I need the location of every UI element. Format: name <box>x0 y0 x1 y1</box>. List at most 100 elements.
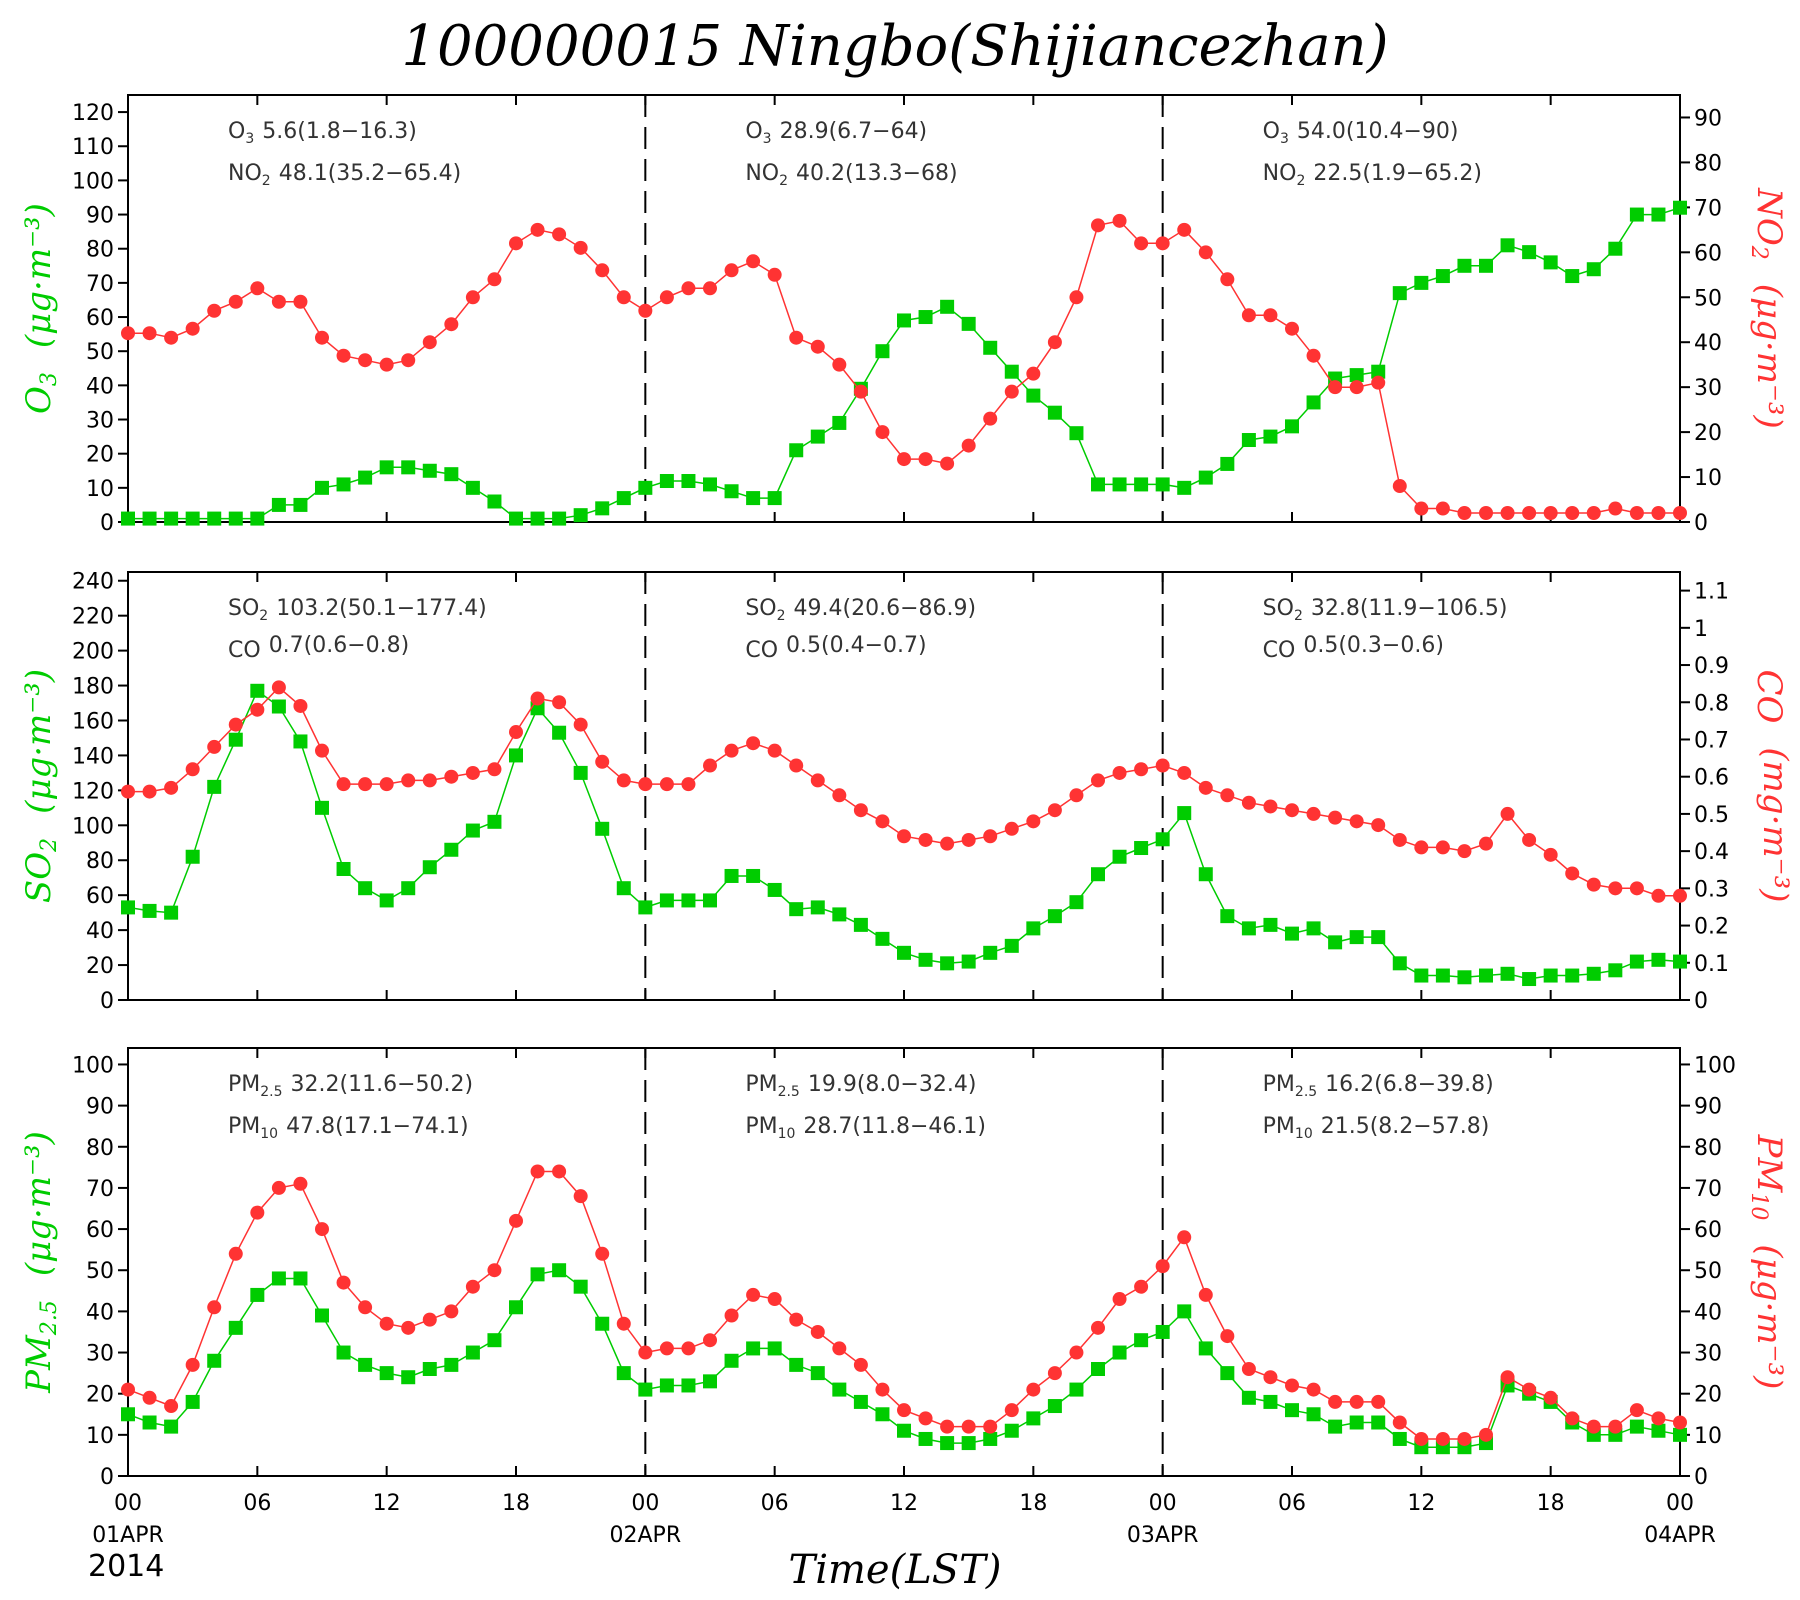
data-point <box>422 463 437 478</box>
data-point <box>552 695 567 710</box>
left-tick-label: 60 <box>86 1218 114 1243</box>
right-tick-label: 80 <box>1694 151 1722 176</box>
data-point <box>358 470 373 485</box>
stat-name: PM <box>1263 1072 1295 1097</box>
stat-value: 28.9(6.7−64) <box>780 119 928 144</box>
right-tick-label: 0.9 <box>1694 654 1729 679</box>
date-label: 01APR <box>92 1523 164 1548</box>
data-point <box>1414 840 1429 855</box>
right-axis-name: PM <box>1749 1134 1789 1194</box>
data-point <box>1177 222 1192 237</box>
left-axis-title: O3 (μg·m⁻³) <box>19 203 62 414</box>
data-point <box>616 1316 631 1331</box>
data-point <box>573 240 588 255</box>
data-point <box>1026 921 1041 936</box>
data-point <box>1586 262 1601 277</box>
right-tick-label: 0.8 <box>1694 691 1729 716</box>
left-tick-label: 20 <box>86 443 114 468</box>
right-tick-label: 0.3 <box>1694 877 1729 902</box>
data-point <box>487 1263 502 1278</box>
data-point <box>1435 501 1450 516</box>
stat-annotation: PM10 28.7(11.8−46.1) <box>745 1114 986 1142</box>
right-tick-label: 0.2 <box>1694 915 1729 940</box>
x-tick-label: 00 <box>1149 1491 1177 1516</box>
data-point <box>746 736 761 751</box>
left-tick-label: 40 <box>86 374 114 399</box>
stat-name: PM <box>745 1072 777 1097</box>
data-point <box>810 1366 825 1381</box>
right-tick-label: 70 <box>1694 1177 1722 1202</box>
data-point <box>1241 921 1256 936</box>
data-point <box>810 429 825 444</box>
data-point <box>681 281 696 296</box>
right-tick-label: 90 <box>1694 106 1722 131</box>
data-point <box>509 1213 523 1228</box>
data-point <box>616 290 631 305</box>
data-point <box>1457 506 1472 521</box>
data-point <box>509 725 523 740</box>
data-point <box>638 480 653 495</box>
data-point <box>271 294 286 309</box>
stat-name-sub: 2 <box>777 608 786 624</box>
right-axis-unit: (μg·m⁻³) <box>1749 1244 1789 1389</box>
data-point <box>746 868 761 883</box>
data-point <box>1328 1419 1343 1434</box>
data-point <box>875 1407 890 1422</box>
data-point <box>789 443 804 458</box>
data-point <box>853 384 868 399</box>
left-tick-label: 200 <box>72 640 114 665</box>
panel-3: 0 10 20 30 40 50 60 70 80 90 100 0 10 20 30 40 50 60 70 80 9… <box>19 1047 1789 1490</box>
data-point <box>1543 506 1558 521</box>
data-point <box>293 734 308 749</box>
data-point <box>1306 395 1321 410</box>
data-point <box>250 281 265 296</box>
data-point <box>1263 429 1278 444</box>
data-point <box>1629 1403 1644 1418</box>
stat-annotation: O3 5.6(1.8−16.3) <box>228 119 417 147</box>
data-point <box>875 814 890 829</box>
data-point <box>121 900 135 915</box>
data-point <box>595 1316 610 1331</box>
data-point <box>1004 1423 1019 1438</box>
left-tick-label: 40 <box>86 919 114 944</box>
x-tick-label: 06 <box>761 1491 789 1516</box>
left-tick-label: 70 <box>86 272 114 297</box>
data-point <box>1134 1279 1149 1294</box>
stat-name-sub: 10 <box>260 1126 278 1142</box>
left-tick-label: 40 <box>86 1300 114 1325</box>
data-point <box>207 303 222 318</box>
stat-value: 54.0(10.4−90) <box>1297 119 1459 144</box>
data-point <box>228 732 243 747</box>
data-point <box>207 779 222 794</box>
data-point <box>444 842 459 857</box>
data-point <box>250 702 265 717</box>
data-point <box>703 758 717 773</box>
data-point <box>1112 849 1127 864</box>
data-point <box>552 511 567 526</box>
data-point <box>1198 1287 1213 1302</box>
data-point <box>465 823 480 838</box>
stat-name: O <box>228 119 245 144</box>
data-point <box>918 1431 933 1446</box>
date-label: 03APR <box>1127 1523 1199 1548</box>
right-tick-label: 30 <box>1694 376 1722 401</box>
data-point <box>487 1333 502 1348</box>
data-point <box>681 1378 696 1393</box>
data-point <box>271 699 286 714</box>
data-point <box>1435 269 1450 284</box>
data-point <box>1608 881 1623 896</box>
data-point <box>1629 1419 1644 1434</box>
data-point <box>1155 477 1170 492</box>
data-point <box>1328 1394 1343 1409</box>
data-point <box>810 773 825 788</box>
data-point <box>315 1222 329 1237</box>
stat-name: O <box>745 119 762 144</box>
right-tick-label: 10 <box>1694 466 1722 491</box>
data-point <box>465 765 480 780</box>
right-tick-label: 20 <box>1694 421 1722 446</box>
data-point <box>961 954 976 969</box>
stat-name: CO <box>228 638 261 663</box>
data-point <box>1349 368 1364 383</box>
data-point <box>1673 200 1687 215</box>
data-point <box>767 267 782 282</box>
